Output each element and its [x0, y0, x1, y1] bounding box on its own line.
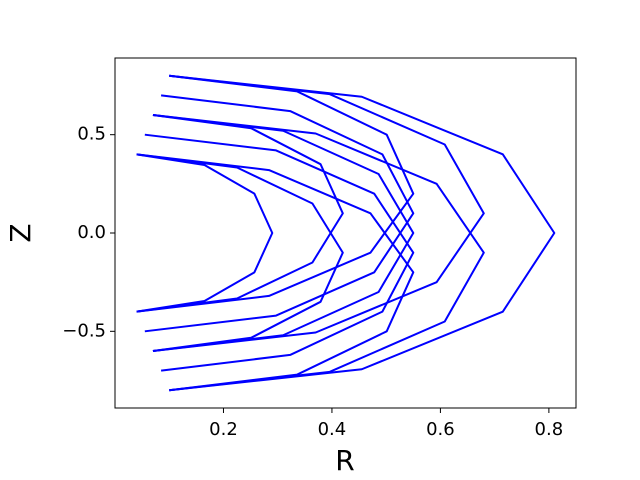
- x-tick-label: 0.6: [426, 419, 455, 440]
- orbit-line: [152, 74, 485, 352]
- orbit-line: [136, 153, 274, 313]
- x-axis-label: R: [335, 444, 354, 477]
- y-axis-label: Z: [4, 223, 37, 242]
- y-tick-label: 0.5: [77, 124, 106, 145]
- orbit-line: [144, 94, 415, 333]
- orbit-line: [144, 133, 415, 372]
- orbit-line: [136, 114, 344, 313]
- x-tick-label: 0.8: [535, 419, 564, 440]
- y-tick-label: 0.0: [77, 222, 106, 243]
- x-tick-label: 0.2: [209, 419, 238, 440]
- y-tick-label: −0.5: [62, 320, 106, 341]
- orbit-line: [169, 74, 556, 392]
- x-tick-label: 0.4: [318, 419, 347, 440]
- orbit-line: [152, 114, 485, 392]
- plot-area: [136, 74, 556, 392]
- orbit-line: [136, 153, 344, 352]
